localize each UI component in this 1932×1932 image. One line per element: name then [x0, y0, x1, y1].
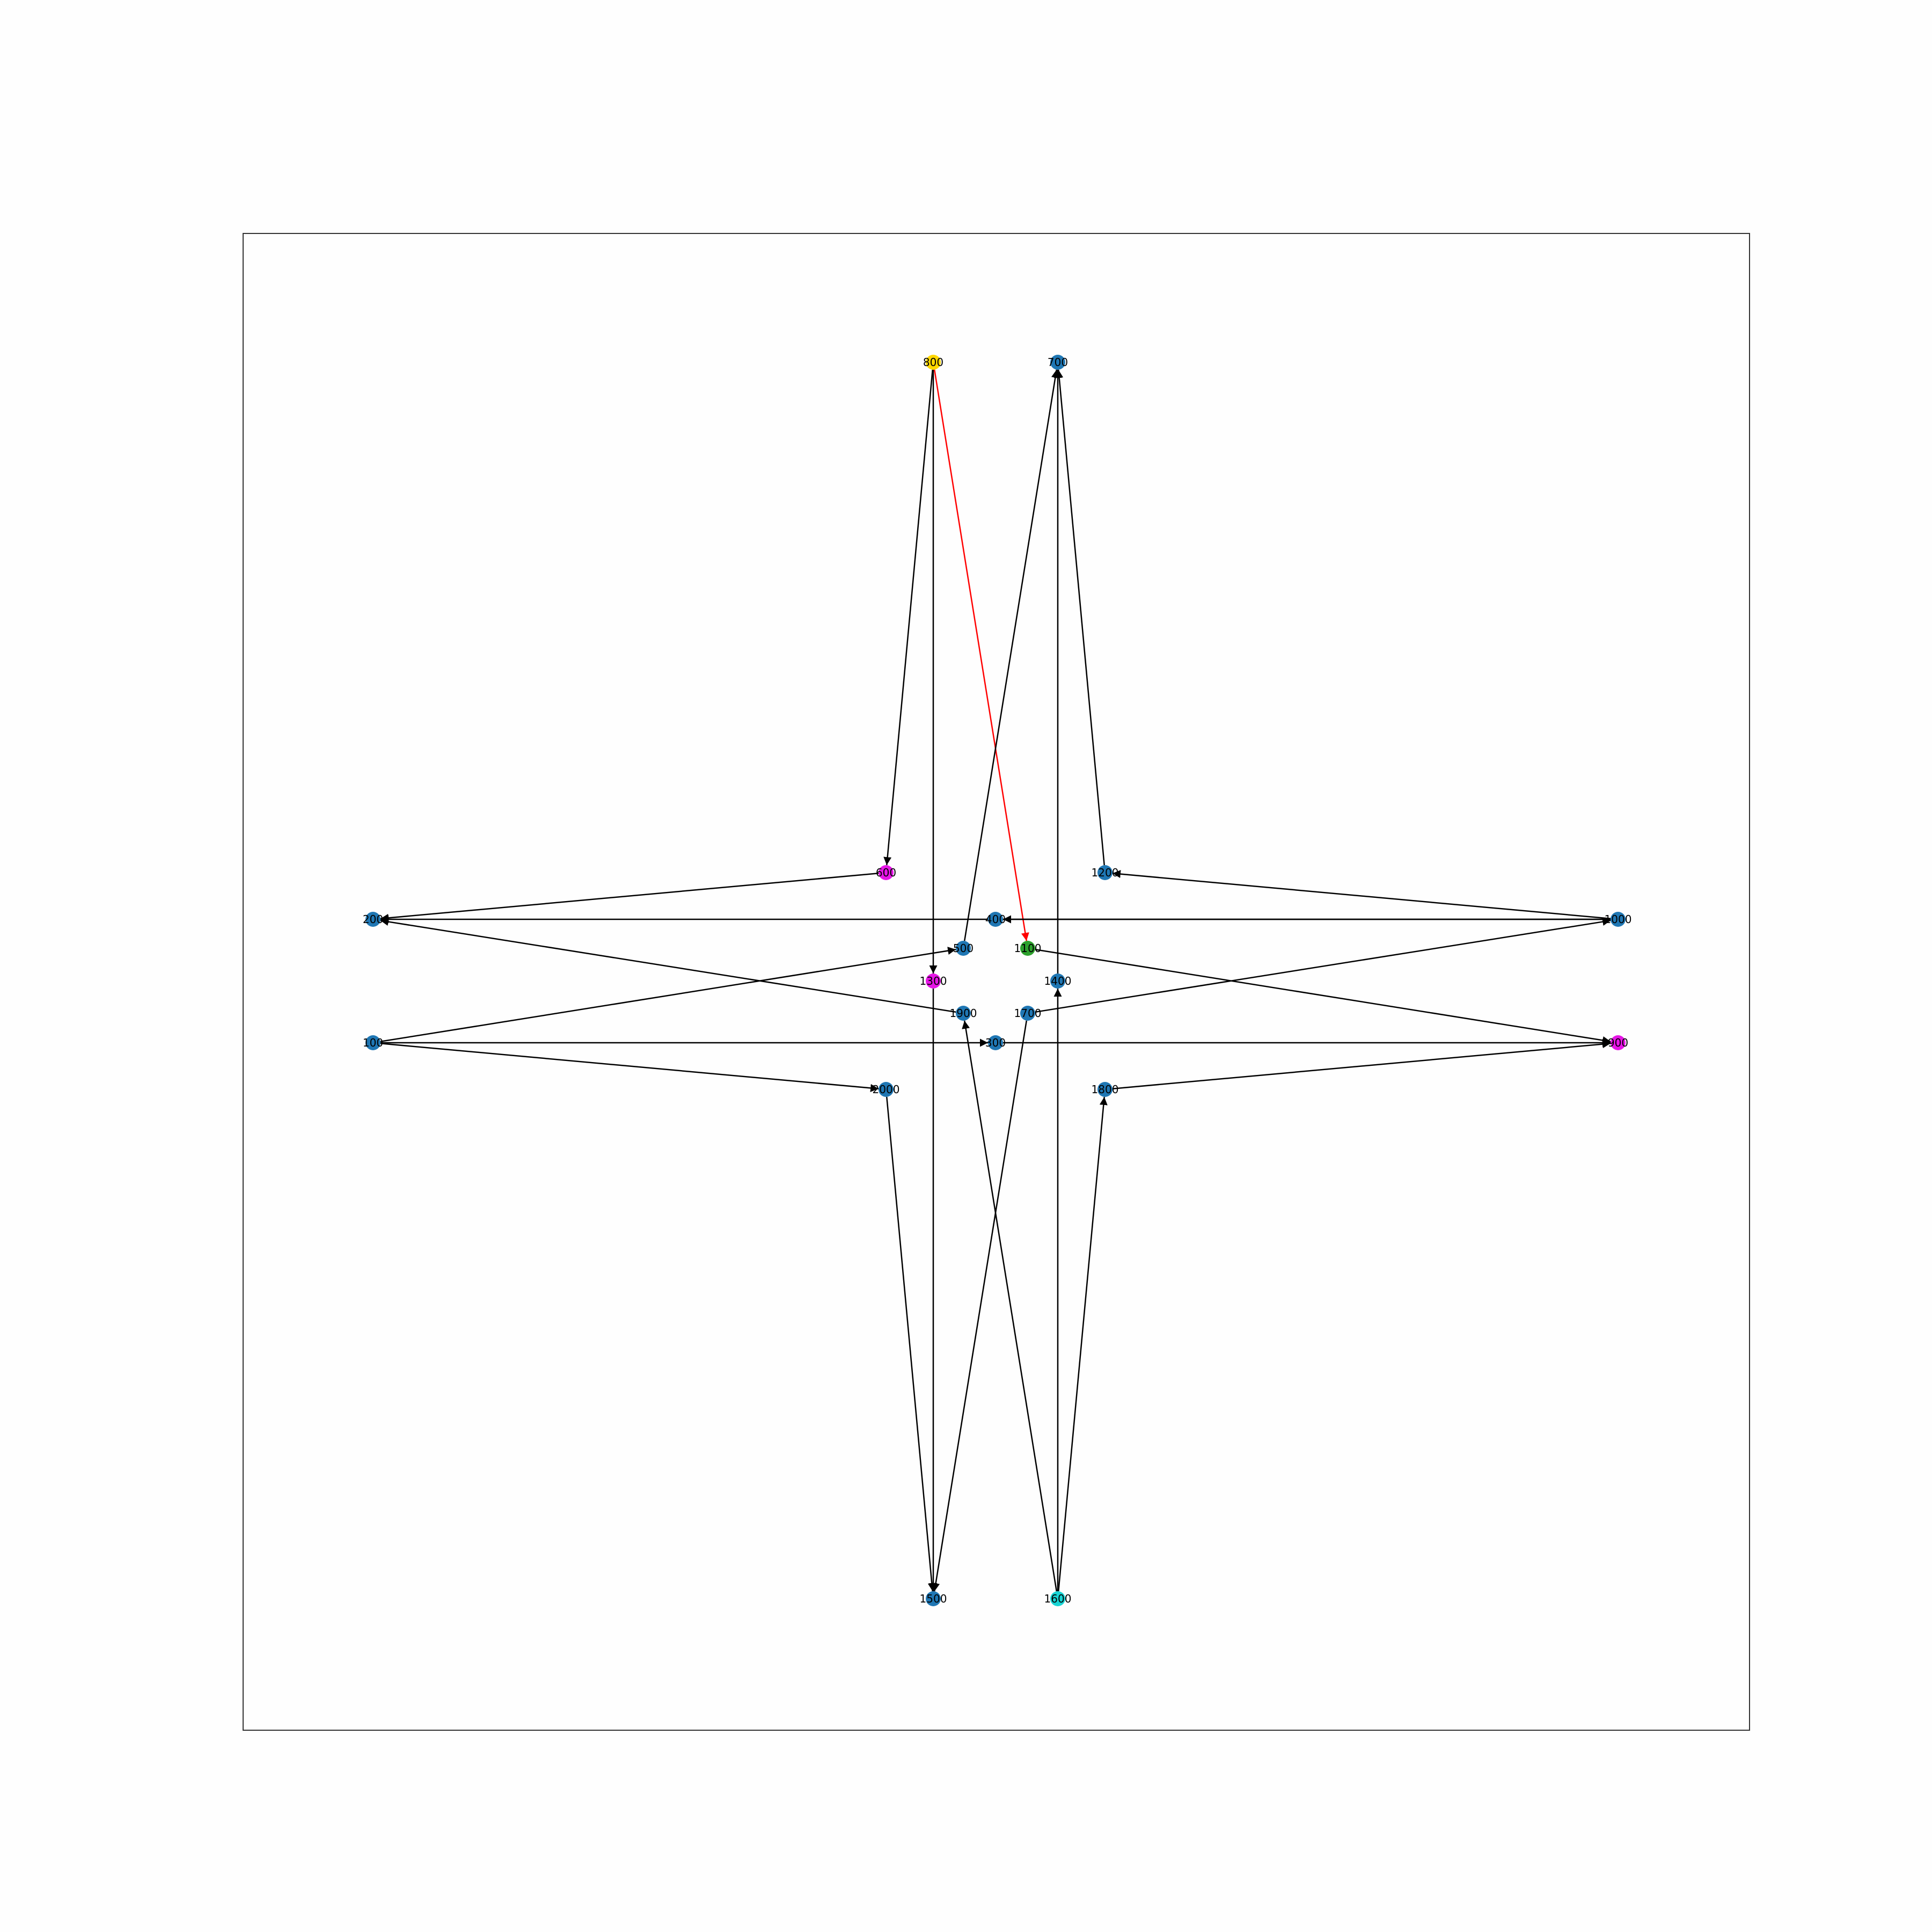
node-marker	[956, 941, 971, 956]
node-1200[interactable]: 1200	[1092, 865, 1119, 880]
node-label: 1800	[1092, 1083, 1119, 1096]
node-marker	[1097, 1082, 1113, 1097]
node-marker	[1050, 1591, 1065, 1606]
node-1800[interactable]: 1800	[1092, 1082, 1119, 1097]
node-marker	[926, 1591, 941, 1606]
node-label: 1100	[1014, 942, 1042, 955]
node-marker	[1020, 941, 1035, 956]
node-900[interactable]: 900	[1608, 1035, 1628, 1050]
node-label: 400	[985, 913, 1006, 926]
node-marker	[1020, 1006, 1035, 1021]
edge-1600-to-1800	[1058, 1096, 1108, 1592]
node-marker	[988, 1035, 1003, 1050]
edge-2000-to-1500	[886, 1096, 936, 1592]
node-marker	[365, 912, 380, 927]
edge-100-to-500	[380, 947, 956, 1043]
edges-layer	[380, 369, 1611, 1592]
node-2000[interactable]: 2000	[873, 1082, 900, 1097]
node-marker	[1050, 355, 1065, 370]
node-1500[interactable]: 1500	[920, 1591, 947, 1606]
node-marker	[988, 912, 1003, 927]
edge-1700-to-1500	[932, 1020, 1028, 1592]
node-marker	[879, 1082, 894, 1097]
node-label: 1200	[1092, 866, 1119, 879]
edge-1000-to-1200	[1112, 870, 1611, 919]
node-500[interactable]: 500	[953, 941, 974, 956]
edge-100-to-2000	[380, 1043, 879, 1092]
node-label: 1500	[920, 1592, 947, 1605]
edge-1600-to-1900	[962, 1020, 1058, 1592]
nodes-layer: 100 200 300 400 500 600 700 800 900 1000 1100 1200 1…	[363, 355, 1632, 1606]
node-label: 600	[876, 866, 896, 879]
edge-1100-to-900	[1035, 948, 1611, 1044]
node-1400[interactable]: 1400	[1044, 974, 1072, 989]
node-label: 1400	[1044, 975, 1072, 987]
node-1000[interactable]: 1000	[1605, 912, 1632, 927]
node-300[interactable]: 300	[985, 1035, 1006, 1050]
node-marker	[1611, 1035, 1626, 1050]
node-600[interactable]: 600	[876, 865, 896, 880]
edge-800-to-1100	[933, 369, 1029, 941]
node-label: 500	[953, 942, 974, 955]
node-700[interactable]: 700	[1048, 355, 1068, 370]
node-marker	[1611, 912, 1626, 927]
node-label: 300	[985, 1036, 1006, 1049]
node-marker	[956, 1006, 971, 1021]
node-100[interactable]: 100	[363, 1035, 383, 1050]
node-1300[interactable]: 1300	[920, 974, 947, 989]
edge-1900-to-200	[380, 918, 956, 1013]
node-marker	[1097, 865, 1113, 880]
node-label: 2000	[873, 1083, 900, 1096]
node-label: 100	[363, 1036, 383, 1049]
node-800[interactable]: 800	[923, 355, 943, 370]
node-1700[interactable]: 1700	[1014, 1006, 1042, 1021]
node-400[interactable]: 400	[985, 912, 1006, 927]
node-1600[interactable]: 1600	[1044, 1591, 1072, 1606]
node-1100[interactable]: 1100	[1014, 941, 1042, 956]
node-label: 1300	[920, 975, 947, 987]
node-label: 200	[363, 913, 383, 926]
node-label: 1600	[1044, 1592, 1072, 1605]
node-1900[interactable]: 1900	[950, 1006, 977, 1021]
node-marker	[926, 355, 941, 370]
edge-600-to-200	[380, 873, 879, 922]
edge-1700-to-1000	[1035, 918, 1611, 1013]
node-label: 900	[1608, 1036, 1628, 1049]
node-label: 1900	[950, 1007, 977, 1020]
plot-frame	[243, 233, 1750, 1731]
edge-800-to-600	[883, 369, 933, 866]
node-label: 700	[1048, 356, 1068, 369]
node-marker	[926, 974, 941, 989]
node-200[interactable]: 200	[363, 912, 383, 927]
node-marker	[879, 865, 894, 880]
node-marker	[365, 1035, 380, 1050]
node-label: 1700	[1014, 1007, 1042, 1020]
edge-1200-to-700	[1055, 369, 1105, 866]
edge-1800-to-900	[1112, 1040, 1611, 1089]
node-marker	[1050, 974, 1065, 989]
edge-500-to-700	[963, 369, 1059, 941]
node-label: 1000	[1605, 913, 1632, 926]
node-label: 800	[923, 356, 943, 369]
